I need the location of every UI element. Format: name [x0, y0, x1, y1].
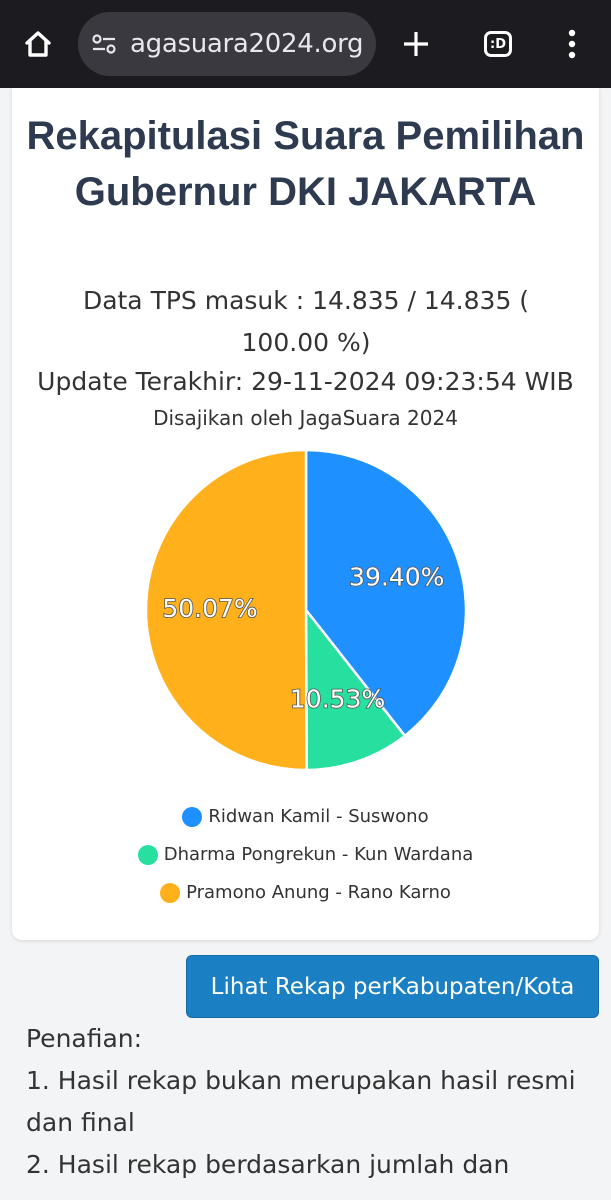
browser-toolbar: agasuara2024.org :D	[0, 0, 611, 88]
tab-switcher-button[interactable]: :D	[474, 22, 522, 66]
legend-item-pramono[interactable]: Pramono Anung - Rano Karno	[0, 882, 611, 903]
address-bar[interactable]: agasuara2024.org	[78, 12, 376, 76]
disclaimer-item: 1. Hasil rekap bukan merupakan hasil res…	[26, 1066, 576, 1137]
legend-item-dharma[interactable]: Dharma Pongrekun - Kun Wardana	[0, 844, 611, 865]
slice-label-pramono: 50.07%	[162, 594, 257, 623]
slice-label-dharma: 10.53%	[290, 685, 385, 714]
disclaimer-item: 2. Hasil rekap berdasarkan jumlah dan	[26, 1150, 510, 1179]
pie-slice-ridwan[interactable]	[304, 448, 468, 738]
legend-item-ridwan[interactable]: Ridwan Kamil - Suswono	[0, 806, 611, 827]
disclaimer-heading: Penafian:	[26, 1024, 143, 1053]
legend-label: Dharma Pongrekun - Kun Wardana	[163, 844, 474, 865]
page-title: Rekapitulasi Suara Pemilihan Gubernur DK…	[26, 114, 585, 214]
home-icon[interactable]	[14, 22, 62, 66]
legend-swatch	[182, 806, 203, 827]
disclaimer: Penafian: 1. Hasil rekap bukan merupakan…	[26, 1018, 586, 1186]
slice-label-ridwan: 39.40%	[349, 563, 444, 592]
rekap-kabupaten-button[interactable]: Lihat Rekap perKabupaten/Kota	[186, 955, 599, 1018]
pie-slice-pramono[interactable]	[144, 448, 308, 772]
url-text: agasuara2024.org	[130, 29, 364, 59]
site-settings-icon[interactable]	[80, 12, 128, 76]
pie-slice-dharma[interactable]	[304, 606, 407, 772]
pie-chart: 39.40% 10.53% 50.07%	[144, 448, 468, 772]
legend-swatch	[160, 882, 181, 903]
legend-swatch	[137, 844, 158, 865]
more-menu-icon[interactable]	[550, 22, 594, 66]
tps-count: Data TPS masuk : 14.835 / 14.835 ( 100.0…	[82, 286, 530, 357]
new-tab-icon[interactable]	[392, 22, 440, 66]
legend-label: Ridwan Kamil - Suswono	[208, 806, 429, 827]
legend-label: Pramono Anung - Rano Karno	[186, 882, 451, 903]
last-update: Update Terakhir: 29-11-2024 09:23:54 WIB	[37, 367, 574, 396]
tab-count-badge: :D	[484, 31, 512, 57]
source-credit: Disajikan oleh JagaSuara 2024	[153, 406, 458, 430]
